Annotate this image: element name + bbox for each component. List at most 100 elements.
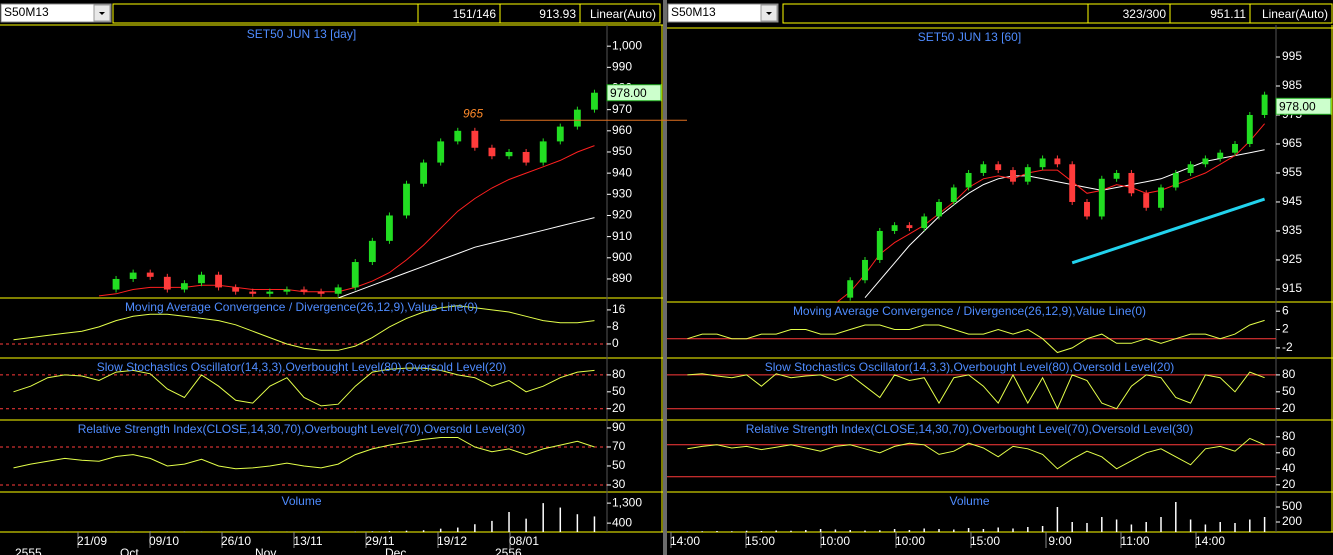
candle [921,216,928,229]
x-label: 10:00 [820,534,850,548]
price-tick-label: 960 [612,123,632,137]
price-marker [606,84,662,102]
dropdown-arrow [99,12,105,15]
candle [1098,178,1105,217]
candle [891,225,898,231]
symbol-text: S50M13 [4,5,49,19]
annotation-label: 965 [463,106,483,120]
price-tick-label: 940 [612,165,632,179]
indicator-line [13,367,595,407]
x-label-secondary: Oct [120,546,139,555]
candle [1024,167,1031,182]
candle [1113,172,1120,179]
candle [1187,164,1194,173]
price-tick-label: 935 [1282,223,1302,237]
candle [198,274,205,284]
price-tick-label: 955 [1282,165,1302,179]
candle [215,274,222,288]
candle [980,164,987,173]
price-tick-label: 945 [1282,194,1302,208]
indicator-tick-label: 50 [1282,384,1296,398]
price-tick-label: 890 [612,271,632,285]
chart-title: SET50 JUN 13 [day] [247,27,356,41]
candle [1246,114,1253,144]
candle [847,280,854,298]
candle [283,289,291,292]
indicator-tick-label: 20 [1282,401,1296,415]
candle [1172,172,1179,188]
indicator-tick-label: 60 [1282,445,1296,459]
x-label: 15:00 [970,534,1000,548]
price-tick-label: 900 [612,250,632,264]
candle [573,109,581,127]
candle [936,201,942,217]
volume-tick-label: 200 [1282,514,1302,528]
status-counter: 323/300 [1123,7,1167,21]
price-tick-label: 970 [612,102,632,116]
candle [471,130,479,148]
price-tick-label: 995 [1282,49,1302,63]
trend-line [1071,197,1266,265]
price-tick-label: 965 [1282,136,1302,150]
candle [965,172,972,188]
indicator-line [13,305,595,351]
status-cell [579,3,661,24]
indicator-title: Relative Strength Index(CLOSE,14,30,70),… [746,422,1194,436]
indicator-title: Slow Stochastics Oscillator(14,3,3),Over… [97,360,507,374]
indicator-tick-label: -2 [1282,340,1293,354]
price-tick-label: 950 [612,144,632,158]
x-label-secondary: 2556 [495,546,522,555]
candle [1084,201,1090,217]
candle [1128,172,1135,194]
indicator-tick-label: 20 [1282,477,1296,491]
status-counter: 151/146 [453,7,497,21]
indicator-tick-label: 80 [612,367,626,381]
candle [1143,193,1150,208]
symbol-dropdown[interactable] [0,3,112,23]
status-scale: Linear(Auto) [1262,7,1328,21]
indicator-tick-label: 80 [1282,429,1296,443]
candle [1217,152,1224,159]
candle [180,283,188,290]
status-cell [1249,3,1333,24]
price-tick-label: 1,000 [612,38,642,52]
dropdown-arrow [766,12,772,15]
candle [556,126,564,142]
status-cell [782,3,1089,24]
x-label: 09/10 [149,534,179,548]
x-label-secondary: 2555 [15,546,42,555]
indicator-line [13,437,595,470]
volume-tick-label: 400 [612,515,632,529]
price-tick-label: 930 [612,186,632,200]
symbol-dropdown[interactable] [667,3,779,23]
candle [232,287,240,292]
candle [522,151,530,163]
candle [995,164,1002,171]
candle [437,141,445,163]
status-cell [112,3,419,24]
status-last: 951.11 [1210,7,1246,21]
splitter[interactable] [663,0,667,555]
price-tick-label: 910 [612,229,632,243]
candle [862,259,868,281]
indicator-tick-label: 2 [1282,322,1289,336]
x-label: 10:00 [895,534,925,548]
candle [266,291,274,294]
candle [1010,170,1016,182]
price-tick-label: 925 [1282,252,1302,266]
x-label: 21/09 [77,534,107,548]
candle [876,230,883,260]
candle [334,287,342,294]
indicator-tick-label: 80 [1282,367,1296,381]
candle [454,130,462,142]
x-label: 29/11 [365,534,394,548]
volume-tick-label: 500 [1282,499,1302,513]
x-label: 14:00 [1195,534,1225,548]
volume-title: Volume [949,494,989,508]
indicator-title: Relative Strength Index(CLOSE,14,30,70),… [78,422,526,436]
candle [1261,94,1268,115]
candle [539,141,547,163]
indicator-tick-label: 6 [1282,303,1289,317]
x-label: 19/12 [437,534,467,548]
